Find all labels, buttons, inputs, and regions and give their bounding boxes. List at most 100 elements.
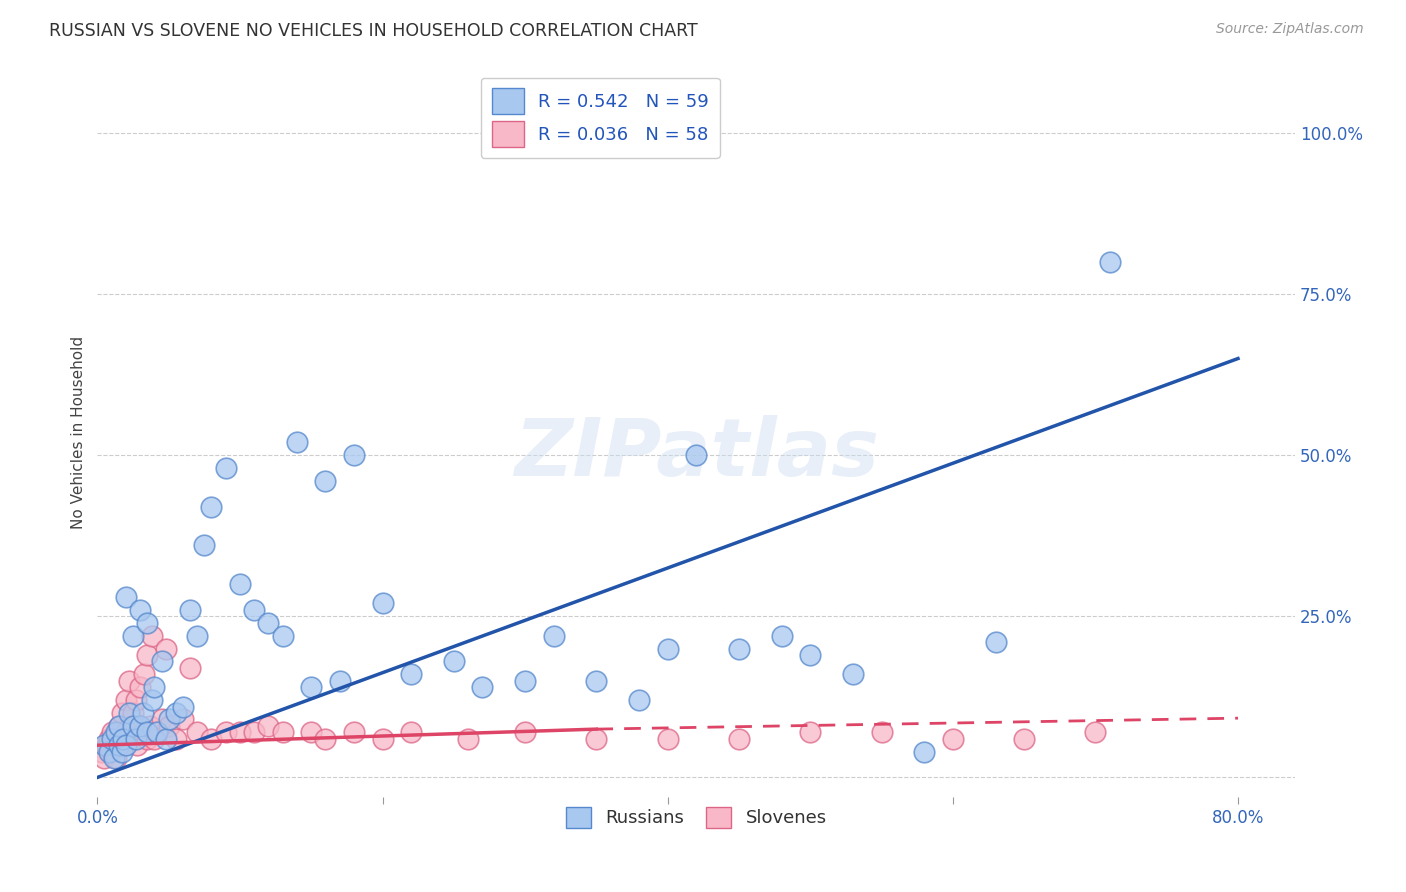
Point <box>399 725 422 739</box>
Point <box>186 725 208 739</box>
Point <box>93 738 115 752</box>
Point <box>129 719 152 733</box>
Text: ZIPatlas: ZIPatlas <box>513 416 879 493</box>
Point <box>165 706 187 720</box>
Point <box>179 661 201 675</box>
Point <box>143 731 166 746</box>
Point <box>799 725 821 739</box>
Point <box>103 751 125 765</box>
Point <box>150 713 173 727</box>
Point <box>243 725 266 739</box>
Point <box>657 641 679 656</box>
Point <box>770 629 793 643</box>
Point <box>107 719 129 733</box>
Point <box>229 725 252 739</box>
Point <box>115 590 138 604</box>
Y-axis label: No Vehicles in Household: No Vehicles in Household <box>72 336 86 529</box>
Point <box>728 641 751 656</box>
Point <box>122 706 145 720</box>
Point <box>513 673 536 688</box>
Point <box>122 731 145 746</box>
Point <box>115 693 138 707</box>
Point <box>1098 255 1121 269</box>
Point <box>243 603 266 617</box>
Text: RUSSIAN VS SLOVENE NO VEHICLES IN HOUSEHOLD CORRELATION CHART: RUSSIAN VS SLOVENE NO VEHICLES IN HOUSEH… <box>49 22 697 40</box>
Point <box>110 706 132 720</box>
Point <box>1012 731 1035 746</box>
Point <box>115 738 138 752</box>
Point <box>136 615 159 630</box>
Point <box>136 731 159 746</box>
Point <box>93 751 115 765</box>
Point <box>585 731 607 746</box>
Point <box>155 731 177 746</box>
Point <box>229 577 252 591</box>
Point <box>134 667 156 681</box>
Point <box>97 745 120 759</box>
Point <box>271 629 294 643</box>
Point <box>107 719 129 733</box>
Point <box>657 731 679 746</box>
Point <box>141 629 163 643</box>
Point <box>585 673 607 688</box>
Point <box>371 731 394 746</box>
Point <box>125 731 148 746</box>
Point <box>299 725 322 739</box>
Point <box>111 731 134 746</box>
Point <box>543 629 565 643</box>
Point <box>172 713 194 727</box>
Point <box>146 725 169 739</box>
Text: Source: ZipAtlas.com: Source: ZipAtlas.com <box>1216 22 1364 37</box>
Point <box>104 725 127 739</box>
Point <box>136 648 159 662</box>
Point <box>165 731 187 746</box>
Point <box>110 745 132 759</box>
Point <box>155 641 177 656</box>
Point <box>157 719 180 733</box>
Point <box>118 706 141 720</box>
Point <box>443 655 465 669</box>
Point <box>984 635 1007 649</box>
Point <box>103 738 125 752</box>
Point <box>118 673 141 688</box>
Point <box>799 648 821 662</box>
Point <box>104 751 127 765</box>
Point <box>299 680 322 694</box>
Point <box>97 731 120 746</box>
Point <box>129 680 152 694</box>
Point <box>100 725 122 739</box>
Point <box>685 448 707 462</box>
Point <box>141 693 163 707</box>
Point <box>399 667 422 681</box>
Point <box>257 615 280 630</box>
Point <box>314 474 336 488</box>
Point <box>146 725 169 739</box>
Point <box>343 725 366 739</box>
Point <box>628 693 651 707</box>
Point <box>285 435 308 450</box>
Point <box>107 731 129 746</box>
Point <box>186 629 208 643</box>
Point <box>100 731 122 746</box>
Point <box>1084 725 1107 739</box>
Point <box>127 738 149 752</box>
Point <box>129 719 152 733</box>
Point <box>96 738 118 752</box>
Point <box>122 629 145 643</box>
Point <box>90 745 112 759</box>
Point <box>122 719 145 733</box>
Point <box>157 713 180 727</box>
Point <box>457 731 479 746</box>
Point <box>132 725 155 739</box>
Point <box>215 725 238 739</box>
Point <box>111 738 134 752</box>
Point <box>912 745 935 759</box>
Point <box>471 680 494 694</box>
Point <box>125 693 148 707</box>
Point <box>139 719 162 733</box>
Point <box>942 731 965 746</box>
Point <box>136 725 159 739</box>
Point <box>371 597 394 611</box>
Point <box>100 745 122 759</box>
Point <box>314 731 336 746</box>
